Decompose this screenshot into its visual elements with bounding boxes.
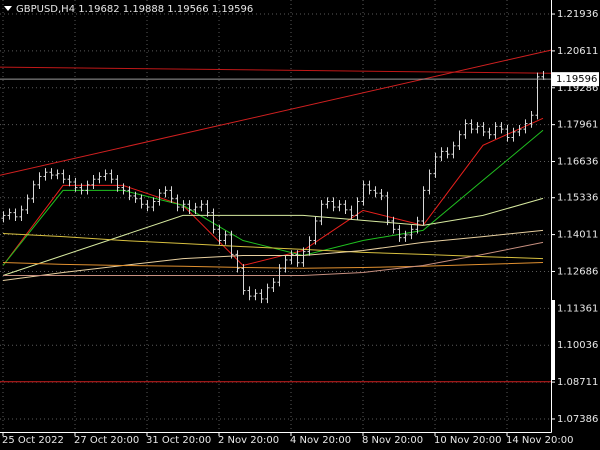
price-label: 1.19596 xyxy=(556,74,597,85)
y-tick-label: 1.08711 xyxy=(557,377,598,388)
trend-line xyxy=(0,49,552,176)
y-tick-label: 1.15336 xyxy=(557,193,598,204)
x-tick-label: 14 Nov 20:00 xyxy=(506,435,573,446)
y-tick-label: 1.11361 xyxy=(557,303,598,314)
moving-average xyxy=(2,262,544,269)
x-tick-label: 10 Nov 20:00 xyxy=(434,435,501,446)
x-tick-label: 27 Oct 20:00 xyxy=(74,435,139,446)
chart-title: GBPUSD,H4 1.19682 1.19888 1.19566 1.1959… xyxy=(16,4,253,15)
price-label-box xyxy=(552,72,599,87)
y-tick-label: 1.14011 xyxy=(557,230,598,241)
y-tick-label: 1.20611 xyxy=(557,46,598,57)
menu-triangle[interactable] xyxy=(4,6,12,11)
plot-area xyxy=(0,0,552,432)
y-tick-label: 1.17961 xyxy=(557,120,598,131)
y-tick-label: 1.19286 xyxy=(557,83,598,94)
moving-average xyxy=(2,197,544,276)
scroll-marker xyxy=(552,300,555,380)
y-tick-label: 1.12686 xyxy=(557,266,598,277)
x-tick-label: 8 Nov 20:00 xyxy=(362,435,423,446)
x-tick-label: 2 Nov 20:00 xyxy=(218,435,279,446)
trend-line xyxy=(0,66,552,74)
moving-average xyxy=(2,229,544,281)
y-tick-label: 1.21936 xyxy=(557,9,598,20)
y-tick-label: 1.16636 xyxy=(557,157,598,168)
moving-average xyxy=(3,241,544,276)
y-tick-label: 1.07386 xyxy=(557,414,598,425)
x-tick-label: 31 Oct 20:00 xyxy=(146,435,211,446)
x-tick-label: 25 Oct 2022 xyxy=(2,435,64,446)
y-tick-label: 1.10036 xyxy=(557,340,598,351)
x-tick-label: 4 Nov 20:00 xyxy=(290,435,351,446)
moving-average xyxy=(2,233,544,260)
